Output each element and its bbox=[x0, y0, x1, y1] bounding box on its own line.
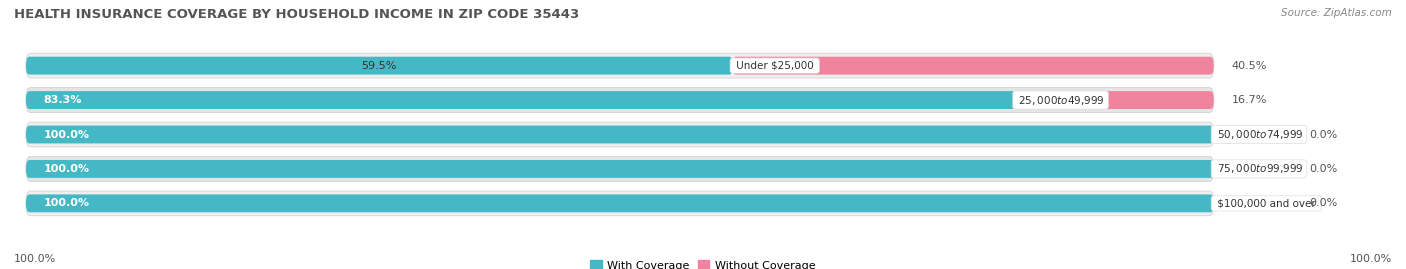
Text: 100.0%: 100.0% bbox=[1350, 254, 1392, 264]
Text: $50,000 to $74,999: $50,000 to $74,999 bbox=[1213, 128, 1305, 141]
FancyBboxPatch shape bbox=[733, 57, 1213, 75]
FancyBboxPatch shape bbox=[25, 57, 733, 75]
Text: $25,000 to $49,999: $25,000 to $49,999 bbox=[1015, 94, 1105, 107]
Text: 83.3%: 83.3% bbox=[44, 95, 82, 105]
Text: 0.0%: 0.0% bbox=[1309, 198, 1337, 208]
Text: Under $25,000: Under $25,000 bbox=[733, 61, 817, 71]
Text: 40.5%: 40.5% bbox=[1232, 61, 1267, 71]
Text: $75,000 to $99,999: $75,000 to $99,999 bbox=[1213, 162, 1305, 175]
FancyBboxPatch shape bbox=[25, 157, 1213, 181]
FancyBboxPatch shape bbox=[25, 194, 1213, 212]
Text: 100.0%: 100.0% bbox=[44, 164, 90, 174]
Text: 100.0%: 100.0% bbox=[44, 198, 90, 208]
FancyBboxPatch shape bbox=[25, 126, 1213, 143]
Text: 59.5%: 59.5% bbox=[361, 61, 396, 71]
Text: HEALTH INSURANCE COVERAGE BY HOUSEHOLD INCOME IN ZIP CODE 35443: HEALTH INSURANCE COVERAGE BY HOUSEHOLD I… bbox=[14, 8, 579, 21]
FancyBboxPatch shape bbox=[25, 53, 1213, 78]
Text: 100.0%: 100.0% bbox=[14, 254, 56, 264]
Legend: With Coverage, Without Coverage: With Coverage, Without Coverage bbox=[586, 256, 820, 269]
Text: Source: ZipAtlas.com: Source: ZipAtlas.com bbox=[1281, 8, 1392, 18]
FancyBboxPatch shape bbox=[1015, 91, 1213, 109]
FancyBboxPatch shape bbox=[25, 88, 1213, 112]
FancyBboxPatch shape bbox=[25, 191, 1213, 216]
Text: 0.0%: 0.0% bbox=[1309, 129, 1337, 140]
FancyBboxPatch shape bbox=[25, 122, 1213, 147]
FancyBboxPatch shape bbox=[25, 160, 1213, 178]
Text: $100,000 and over: $100,000 and over bbox=[1213, 198, 1319, 208]
FancyBboxPatch shape bbox=[25, 91, 1015, 109]
Text: 16.7%: 16.7% bbox=[1232, 95, 1267, 105]
Text: 0.0%: 0.0% bbox=[1309, 164, 1337, 174]
Text: 100.0%: 100.0% bbox=[44, 129, 90, 140]
